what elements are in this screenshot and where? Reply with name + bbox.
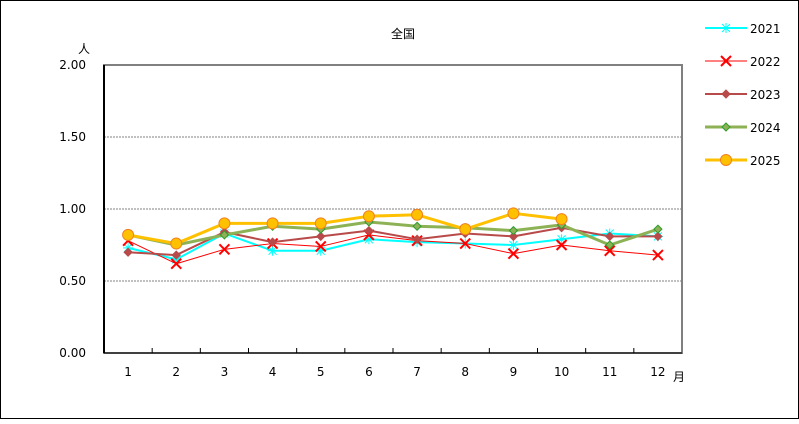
diamond-marker xyxy=(721,89,731,99)
x-marker xyxy=(459,237,471,250)
diamond-marker xyxy=(267,237,278,247)
x-marker xyxy=(652,249,664,261)
y-tick-label: 1.50 xyxy=(59,130,86,144)
x-marker xyxy=(555,239,568,251)
y-tick-label: 0.50 xyxy=(59,274,86,288)
x-tick-label: 6 xyxy=(365,365,373,379)
asterisk-marker xyxy=(268,246,277,256)
series-line xyxy=(127,211,562,246)
series-lines xyxy=(122,207,664,270)
x-marker xyxy=(604,245,616,257)
axes: 0.000.501.001.502.001 2 3 4 5 6 7 8 9 10 11 12 xyxy=(59,58,683,379)
x-tick-label: 4 xyxy=(269,365,277,379)
x-tick-label: 3 xyxy=(221,365,229,379)
x-tick-label: 9 xyxy=(510,365,518,379)
legend-item-2022: 2022 xyxy=(705,55,781,69)
x-tick-label: 7 xyxy=(413,365,421,379)
circle-marker xyxy=(218,217,231,230)
circle-marker xyxy=(122,228,135,241)
series-line xyxy=(127,220,659,247)
diamond-marker xyxy=(653,231,663,242)
diamond-marker xyxy=(605,240,615,250)
x-axis-unit: 月 xyxy=(673,370,685,384)
diamond-marker xyxy=(364,225,374,236)
circle-marker xyxy=(459,223,472,236)
circle-marker xyxy=(362,210,375,223)
x-marker xyxy=(218,243,231,256)
x-tick-label: 11 xyxy=(602,365,617,379)
x-tick-label: 10 xyxy=(554,365,569,379)
diamond-marker xyxy=(412,221,422,231)
x-marker xyxy=(170,258,182,270)
diamond-marker xyxy=(508,231,519,242)
legend-label: 2022 xyxy=(750,55,781,69)
series-2025 xyxy=(122,207,568,250)
legend: 2021 2022 2023 2024 2025 xyxy=(705,22,781,168)
legend-item-2023: 2023 xyxy=(705,88,781,102)
y-tick-label: 1.00 xyxy=(59,202,86,216)
y-tick-label: 0.00 xyxy=(59,346,86,360)
y-axis-unit: 人 xyxy=(78,42,90,56)
legend-label: 2021 xyxy=(750,22,781,36)
x-tick-label: 5 xyxy=(317,365,325,379)
legend-label: 2023 xyxy=(750,88,781,102)
x-marker xyxy=(507,247,520,260)
asterisk-marker xyxy=(721,23,731,33)
legend-item-2025: 2025 xyxy=(705,154,781,168)
series-line xyxy=(127,234,658,265)
x-tick-label: 1 xyxy=(124,365,132,379)
asterisk-marker xyxy=(509,240,518,250)
diamond-marker xyxy=(219,230,230,240)
legend-item-2021: 2021 xyxy=(705,22,781,36)
diamond-marker xyxy=(508,225,519,236)
x-marker xyxy=(720,55,732,67)
diamond-marker xyxy=(123,247,133,257)
circle-marker xyxy=(555,213,568,226)
y-tick-label: 2.00 xyxy=(59,58,86,72)
circle-marker xyxy=(720,154,732,166)
x-tick-label: 2 xyxy=(172,365,180,379)
legend-item-2024: 2024 xyxy=(705,121,781,135)
legend-label: 2025 xyxy=(750,154,781,168)
diamond-marker xyxy=(721,122,731,132)
circle-marker xyxy=(507,207,520,220)
circle-marker xyxy=(314,217,327,230)
x-tick-label: 12 xyxy=(650,365,665,379)
x-tick-label: 8 xyxy=(461,365,469,379)
circle-marker xyxy=(266,217,279,230)
gridlines xyxy=(104,136,682,282)
x-marker xyxy=(315,240,327,253)
circle-marker xyxy=(411,208,424,221)
legend-label: 2024 xyxy=(750,121,781,135)
circle-marker xyxy=(170,237,183,250)
diamond-marker xyxy=(171,250,181,260)
chart-title: 全国 xyxy=(391,26,415,41)
diamond-marker xyxy=(653,224,663,234)
diamond-marker xyxy=(412,234,422,244)
diamond-marker xyxy=(316,231,326,242)
